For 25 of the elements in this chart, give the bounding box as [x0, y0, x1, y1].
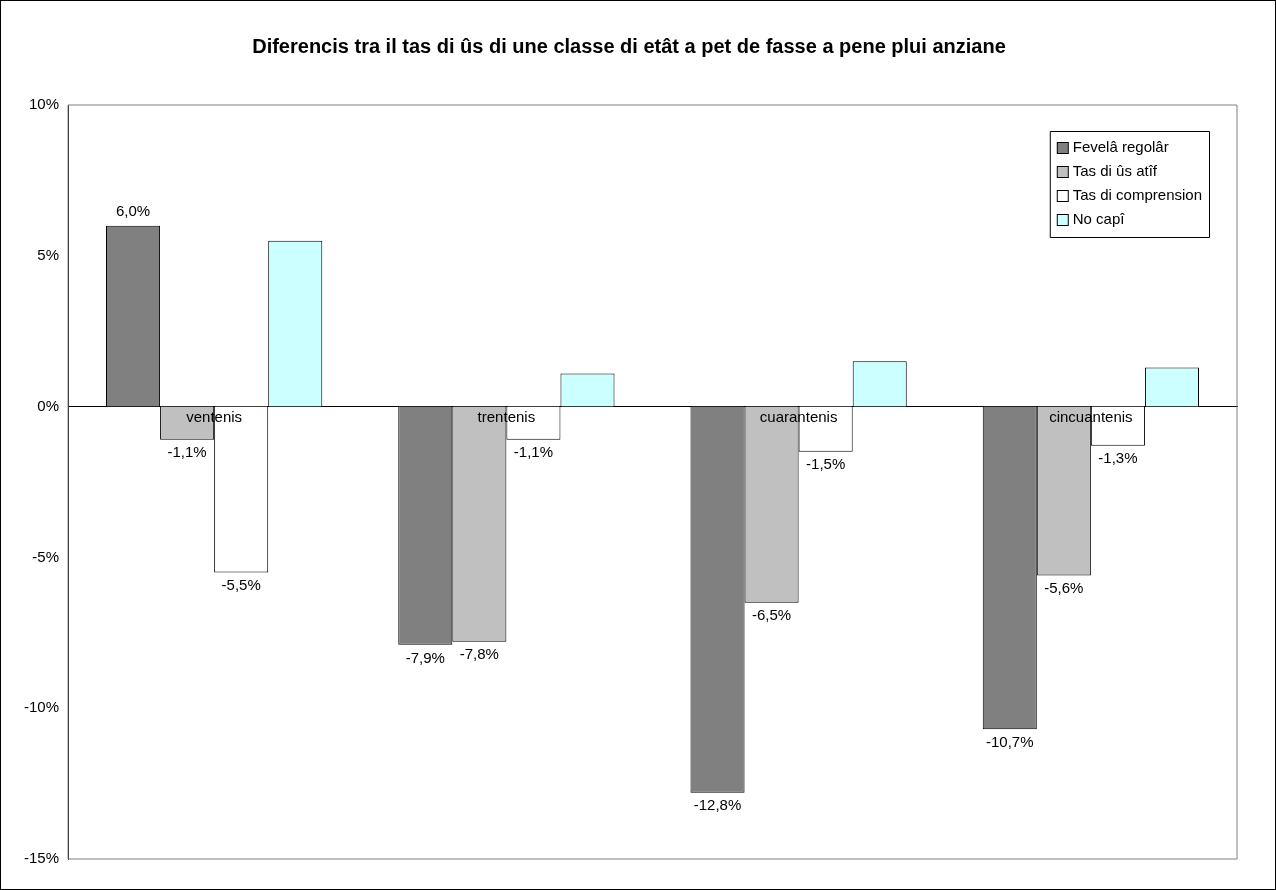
y-tick-label: 5% [37, 245, 60, 263]
x-tick-label: cuarantenis [759, 408, 838, 426]
data-label: -1,3% [1098, 449, 1138, 467]
y-tick-label: 0% [37, 396, 60, 414]
data-label: -7,9% [405, 648, 445, 666]
data-label: -7,8% [459, 645, 499, 663]
data-label: -1,1% [513, 443, 554, 461]
y-tick-label: -10% [23, 698, 60, 716]
data-label: -5,6% [1044, 579, 1084, 597]
chart-title: Diferencis tra il tas di ûs di une classe di etât a pet de fasse a pene plui anziane [252, 34, 1006, 57]
data-label: -6,5% [752, 606, 792, 624]
data-label: -1,5% [806, 455, 846, 473]
data-label: -10,7% [986, 732, 1034, 750]
data-label: 6,0% [115, 202, 151, 220]
legend-label: Tas di comprension [1072, 186, 1203, 204]
legend-label: No capî [1072, 210, 1126, 228]
data-label: -12,8% [693, 796, 742, 814]
y-tick-label: 10% [28, 95, 60, 113]
x-tick-label: trentenis [477, 408, 536, 426]
data-label: -1,1% [167, 443, 207, 461]
y-tick-label: -5% [32, 547, 60, 565]
y-tick-label: -15% [23, 849, 60, 867]
data-label: -5,5% [221, 576, 261, 594]
legend-label: Fevelâ regolâr [1072, 138, 1169, 156]
legend-label: Tas di ûs atîf [1072, 162, 1158, 180]
